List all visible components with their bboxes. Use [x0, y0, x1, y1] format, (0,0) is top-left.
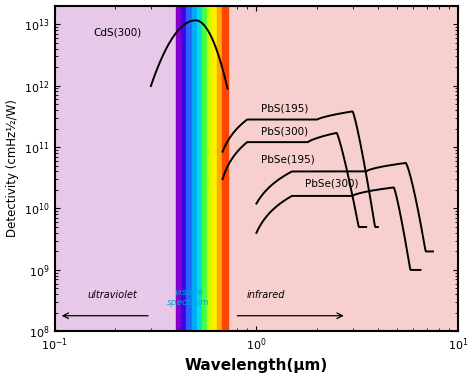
Text: visible
spectrum: visible spectrum — [167, 288, 210, 307]
Text: PbS(300): PbS(300) — [261, 127, 308, 136]
Text: infrared: infrared — [247, 290, 286, 300]
Bar — [222, 6, 228, 331]
Y-axis label: Detectivity (cmHz½/W): Detectivity (cmHz½/W) — [6, 100, 18, 237]
Bar — [228, 6, 458, 331]
Bar — [186, 6, 191, 331]
Bar — [217, 6, 222, 331]
Text: ultraviolet: ultraviolet — [87, 290, 137, 300]
Bar — [191, 6, 197, 331]
Bar — [197, 6, 202, 331]
Bar — [202, 6, 207, 331]
Text: PbSe(300): PbSe(300) — [305, 178, 359, 188]
Text: PbS(195): PbS(195) — [261, 103, 308, 113]
Bar — [181, 6, 186, 331]
Bar — [176, 6, 181, 331]
Text: CdS(300): CdS(300) — [93, 28, 141, 38]
Text: PbSe(195): PbSe(195) — [261, 155, 314, 165]
Bar — [207, 6, 212, 331]
X-axis label: Wavelength(μm): Wavelength(μm) — [185, 359, 328, 373]
Bar — [55, 6, 176, 331]
Bar — [212, 6, 217, 331]
